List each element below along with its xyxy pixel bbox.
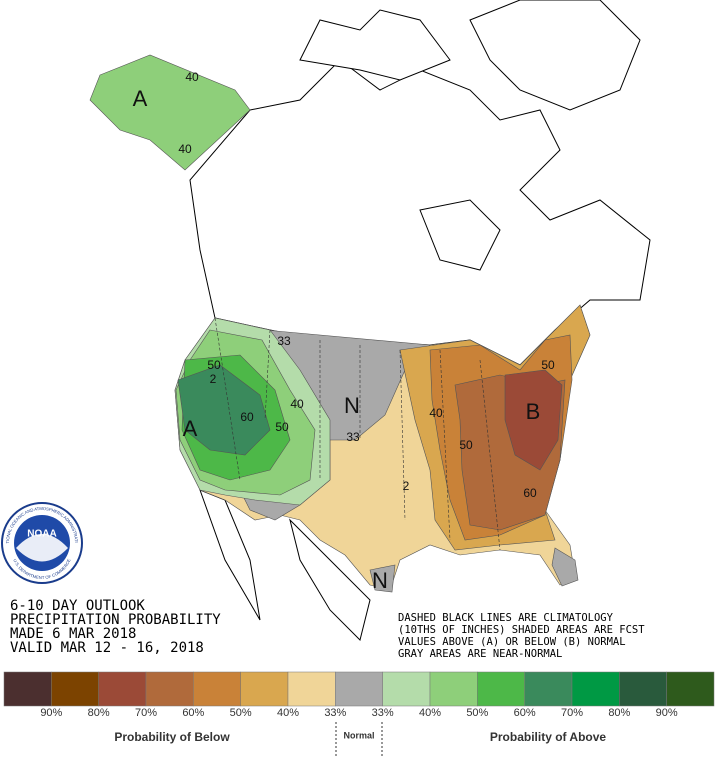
legend-label: 40% (277, 707, 299, 719)
legend-swatch (666, 671, 715, 707)
header-line: VALID MAR 12 - 16, 2018 (10, 640, 204, 656)
legend-label: 60% (182, 707, 204, 719)
contour-label: 40 (290, 397, 304, 411)
legend-swatch (382, 671, 431, 707)
logo-ring-top-text: NATIONAL OCEANIC AND ATMOSPHERIC ADMINIS… (0, 0, 79, 544)
contour-label: 60 (523, 486, 537, 500)
forecast-region (369, 564, 396, 593)
legend-label: 40% (419, 707, 441, 719)
category-letter: A (133, 86, 148, 111)
legend-swatch (524, 671, 573, 707)
legend-below-title: Probability of Below (114, 730, 230, 744)
legend-swatch (3, 671, 52, 707)
note-line: GRAY AREAS ARE NEAR-NORMAL (398, 648, 562, 660)
legend-label: 70% (561, 707, 583, 719)
legend-swatch (287, 671, 336, 707)
contour-label: 50 (459, 438, 473, 452)
logo-ring-top: NATIONAL OCEANIC AND ATMOSPHERIC ADMINIS… (0, 0, 79, 544)
legend-label: 60% (514, 707, 536, 719)
legend-swatch (51, 671, 99, 707)
contour-label: 40 (178, 142, 192, 156)
forecast-region (177, 364, 271, 456)
legend-label: 33% (372, 707, 394, 719)
contour-label: 33 (277, 334, 291, 348)
land-outlines (189, 0, 651, 641)
forecast-region (89, 54, 251, 171)
legend-label: 50% (466, 707, 488, 719)
legend-swatch (429, 671, 478, 707)
legend-swatch (98, 671, 147, 707)
contour-label: 40 (185, 70, 199, 84)
legend-label: 90% (656, 707, 678, 719)
note-line: (10THS OF INCHES) SHADED AREAS ARE FCST (398, 624, 645, 636)
borders (214, 317, 501, 551)
legend-swatch (571, 671, 620, 707)
forecast-region (504, 369, 563, 471)
category-letter: B (526, 399, 541, 424)
legend-label: 50% (230, 707, 252, 719)
contour-label: 40 (429, 406, 443, 420)
category-letter: N (372, 568, 388, 593)
category-letter: A (183, 416, 198, 441)
legend-swatch (193, 671, 241, 707)
header-line: PRECIPITATION PROBABILITY (10, 612, 221, 628)
contour-label: 50 (275, 420, 289, 434)
header-line: MADE 6 MAR 2018 (10, 626, 136, 642)
logo-bird (16, 534, 68, 562)
contour-label: 50 (207, 358, 221, 372)
forecast-region (551, 547, 579, 587)
legend-label: 80% (88, 707, 110, 719)
note-line: DASHED BLACK LINES ARE CLIMATOLOGY (398, 612, 614, 624)
header-line: 6-10 DAY OUTLOOK (10, 598, 145, 614)
legend-swatch (145, 671, 194, 707)
note-line: VALUES ABOVE (A) OR BELOW (B) NORMAL (398, 636, 626, 648)
legend-swatch (619, 671, 667, 707)
legend-normal-title: Normal (343, 730, 374, 740)
legend-swatch (335, 671, 383, 707)
logo-text: NOAA (27, 529, 56, 540)
legend-label: 33% (324, 707, 346, 719)
contour-label: 33 (346, 430, 360, 444)
contour-label: 2 (210, 372, 217, 386)
legend-label: 70% (135, 707, 157, 719)
contour-label: 2 (403, 479, 410, 493)
noaa-logo: NOAA NATIONAL OCEANIC AND ATMOSPHERIC AD… (0, 0, 83, 584)
forecast-regions (89, 54, 591, 593)
legend-label: 80% (608, 707, 630, 719)
legend-swatch (477, 671, 525, 707)
legend-above-title: Probability of Above (490, 730, 607, 744)
legend: 90% 80% 70% 60% 50% 40% 33% 33% 40% 50% 60% 70% 80% 9… (3, 671, 715, 719)
legend-label: 90% (40, 707, 62, 719)
contour-label: 50 (541, 358, 555, 372)
category-letter: N (344, 393, 360, 418)
legend-swatch (240, 671, 289, 707)
contour-label: 60 (240, 410, 254, 424)
